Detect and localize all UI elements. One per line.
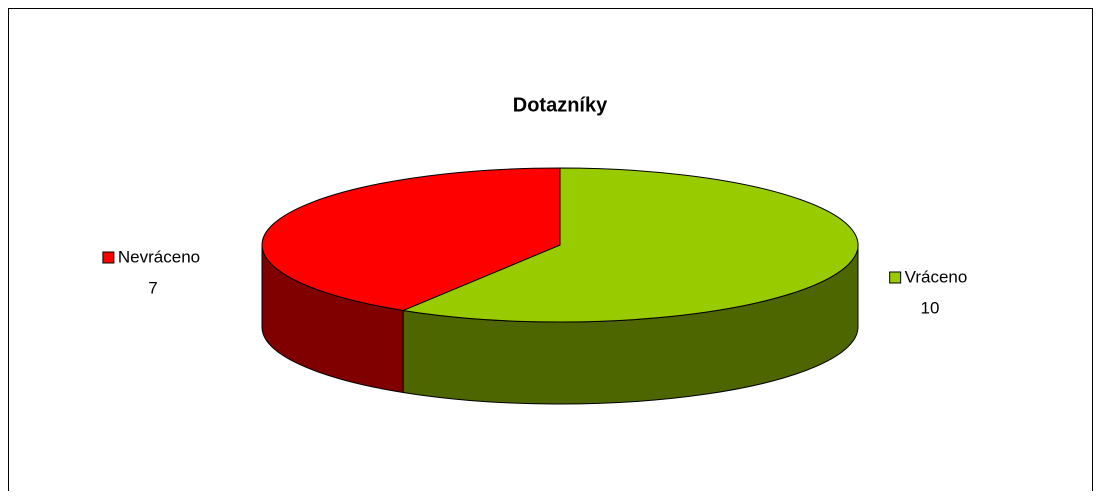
legend-label: Vráceno bbox=[905, 267, 968, 286]
legend-label: Nevráceno bbox=[118, 247, 200, 266]
data-label: 7 bbox=[148, 278, 157, 297]
legend-swatch bbox=[889, 271, 902, 284]
pie-slice bbox=[401, 167, 859, 323]
data-label: 10 bbox=[921, 298, 940, 317]
chart-title: Dotazníky bbox=[513, 94, 608, 116]
pie-slice bbox=[261, 167, 561, 311]
legend-swatch bbox=[102, 251, 115, 264]
